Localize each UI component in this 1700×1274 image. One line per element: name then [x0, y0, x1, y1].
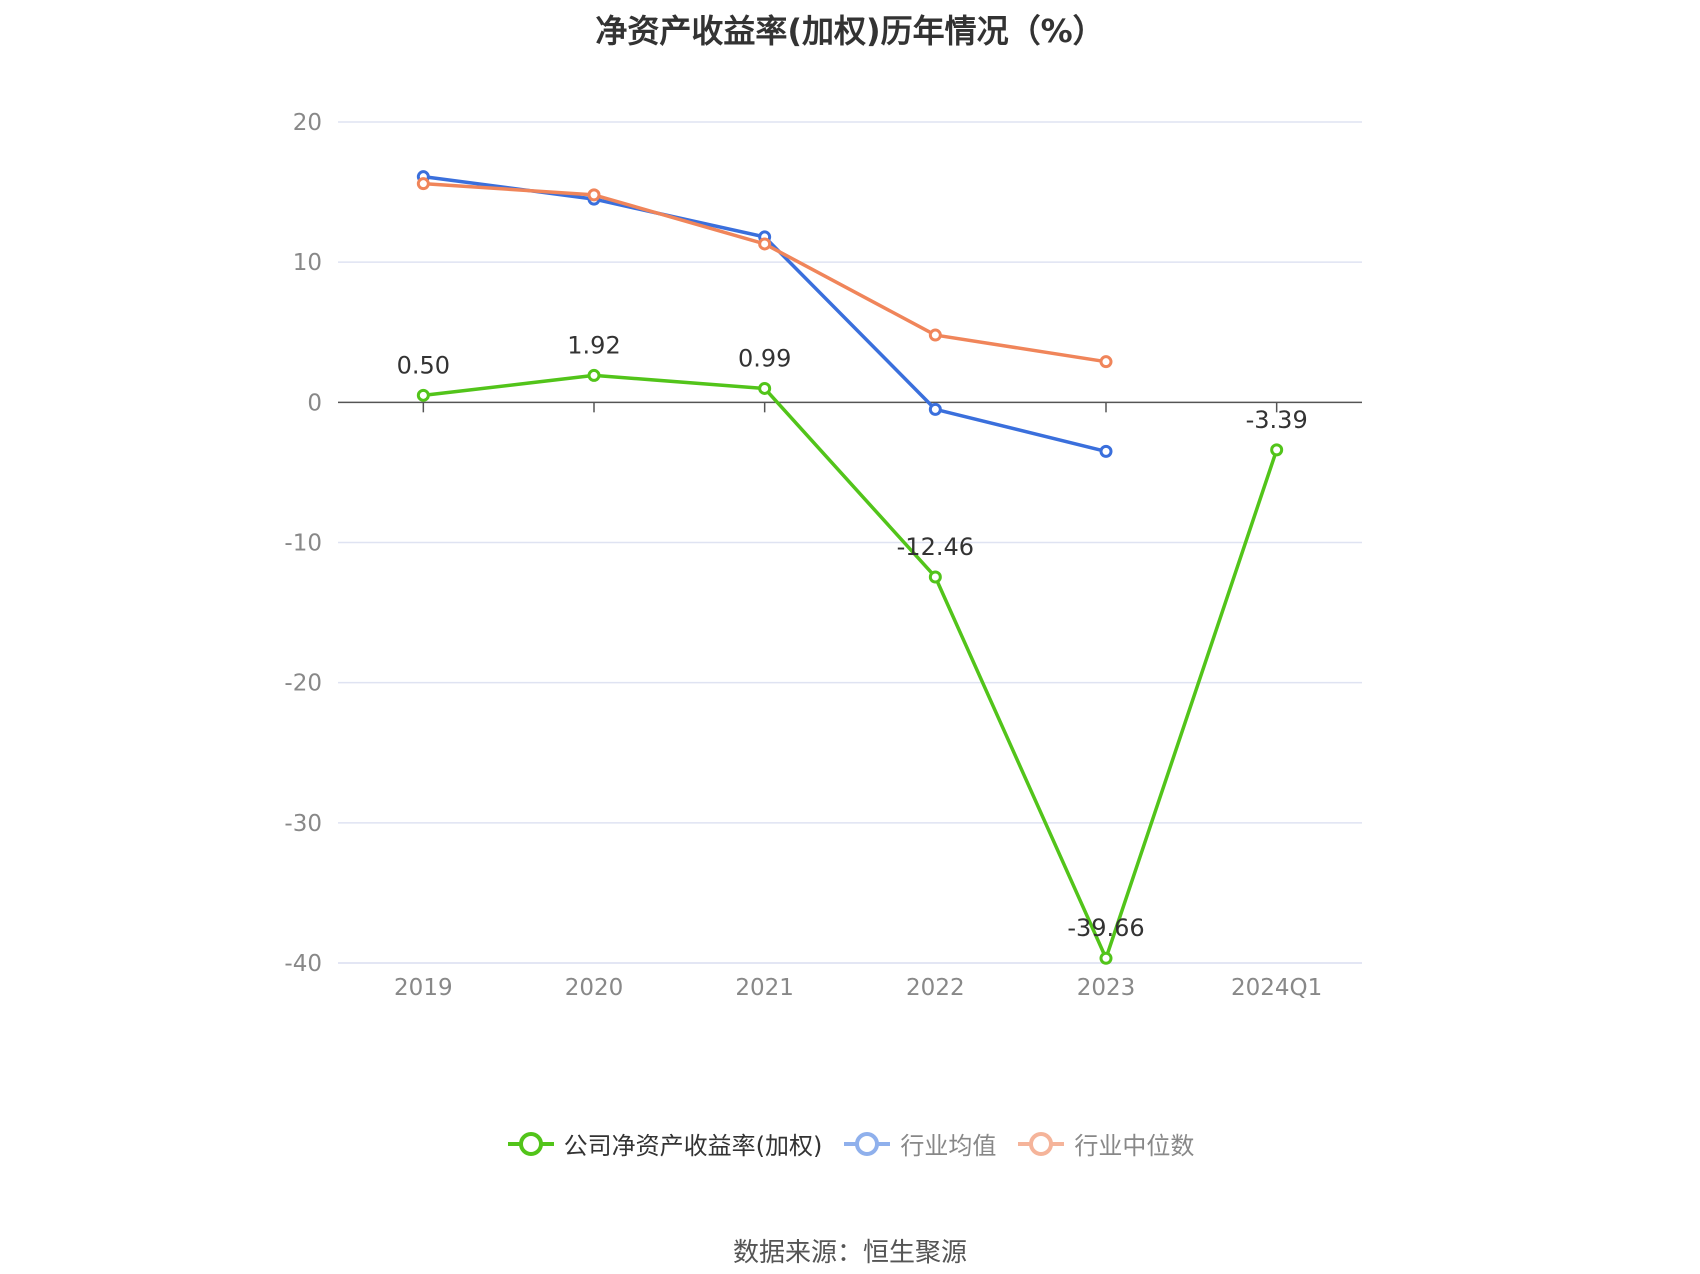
x-tick-label: 2021	[735, 975, 794, 1001]
data-point	[758, 381, 772, 395]
y-tick-label: 20	[293, 110, 322, 136]
series-lines	[416, 170, 1284, 965]
y-tick-label: -30	[284, 811, 322, 837]
chart-title: 净资产收益率(加权)历年情况（%）	[595, 12, 1105, 50]
data-point	[928, 402, 942, 416]
grid-lines	[338, 121, 1362, 964]
legend-label: 行业均值	[900, 1132, 997, 1160]
data-point	[416, 177, 430, 191]
data-point	[1099, 444, 1113, 458]
legend-swatch-icon	[844, 1131, 891, 1156]
data-source-note: 数据来源：恒生聚源	[732, 1238, 967, 1268]
data-point	[928, 570, 942, 584]
data-point	[1099, 951, 1113, 965]
legend-swatch-icon	[507, 1131, 554, 1156]
data-labels: 0.50 1.92 0.99 -12.46 -39.66 -3.39	[397, 331, 1308, 942]
y-tick-label: -20	[284, 671, 322, 697]
y-tick-label: -40	[284, 951, 322, 977]
data-label: 0.50	[397, 351, 450, 379]
x-tick-label: 2019	[394, 975, 453, 1001]
legend-label: 公司净资产收益率(加权)	[563, 1132, 823, 1160]
y-tick-label: 0	[307, 390, 322, 416]
legend-item[interactable]: 公司净资产收益率(加权)	[506, 1126, 823, 1161]
legend-swatch-icon	[1018, 1131, 1065, 1156]
y-tick-label: -10	[284, 531, 322, 557]
x-tick-label: 2024Q1	[1231, 975, 1322, 1001]
data-point	[1270, 443, 1284, 457]
data-point	[1099, 355, 1113, 369]
legend-item[interactable]: 行业中位数	[1016, 1126, 1194, 1161]
data-point	[928, 328, 942, 342]
legend-item[interactable]: 行业均值	[842, 1126, 996, 1161]
data-label: -3.39	[1246, 406, 1308, 434]
data-label: -12.46	[897, 533, 974, 561]
data-label: 0.99	[738, 344, 791, 372]
data-point	[587, 188, 601, 202]
data-point	[758, 237, 772, 251]
x-tick-label: 2023	[1077, 975, 1136, 1001]
x-tick-label: 2022	[906, 975, 965, 1001]
x-tick-label: 2020	[565, 975, 624, 1001]
data-point	[587, 368, 601, 382]
data-label: 1.92	[567, 331, 620, 359]
legend: 公司净资产收益率(加权) 行业均值 行业中位数	[0, 1126, 1700, 1165]
legend-label: 行业中位数	[1074, 1132, 1195, 1160]
y-tick-label: 10	[293, 250, 322, 276]
series-line	[423, 181, 1107, 364]
data-label: -39.66	[1067, 914, 1144, 942]
axes: 20 10 0 -10 -20 -30 -40 2019 2020 2021 2022 2023 202…	[284, 110, 1362, 1001]
data-point	[416, 388, 430, 402]
series-line	[423, 373, 1279, 960]
